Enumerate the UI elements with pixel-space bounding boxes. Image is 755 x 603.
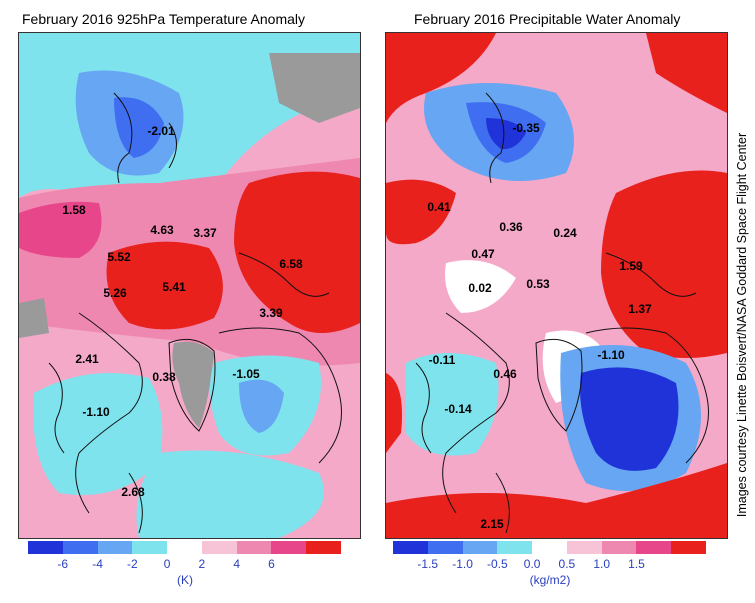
colorbar-segment bbox=[167, 541, 202, 554]
colorbar-tick-label: -0.5 bbox=[486, 557, 508, 571]
right-map-title: February 2016 Precipitable Water Anomaly bbox=[414, 11, 681, 27]
colorbar-tick-label: 0.0 bbox=[523, 557, 541, 571]
anomaly-value: 0.53 bbox=[526, 277, 550, 291]
anomaly-value: -0.14 bbox=[444, 402, 472, 416]
anomaly-value: 2.41 bbox=[75, 352, 99, 366]
image-credit-text: Images courtesy Linette Boisvert/NASA Go… bbox=[735, 132, 749, 518]
colorbar-segment bbox=[62, 541, 98, 554]
precipitable-water-anomaly-map: -0.35 0.41 0.36 0.24 0.47 1.59 0.02 0.53… bbox=[385, 32, 728, 539]
anomaly-value: 0.46 bbox=[493, 367, 517, 381]
anomaly-value: 3.37 bbox=[193, 226, 217, 240]
anomaly-value: 2.15 bbox=[480, 517, 504, 531]
colorbar-segment bbox=[566, 541, 602, 554]
colorbar-tick-label: -6 bbox=[57, 557, 69, 571]
colorbar-segment bbox=[532, 541, 567, 554]
colorbar-segment bbox=[601, 541, 637, 554]
colorbar-segment bbox=[497, 541, 533, 554]
colorbar-tick-label: 0.5 bbox=[558, 557, 576, 571]
anomaly-value: 3.39 bbox=[259, 306, 283, 320]
colorbar-tick-label: -2 bbox=[126, 557, 138, 571]
anomaly-value: 0.02 bbox=[468, 281, 492, 295]
colorbar-segment bbox=[671, 541, 707, 554]
colorbar-segment bbox=[201, 541, 237, 554]
image-credit: Images courtesy Linette Boisvert/NASA Go… bbox=[731, 80, 753, 570]
colorbar-segment bbox=[132, 541, 168, 554]
colorbar-tick-label: -4 bbox=[92, 557, 103, 571]
colorbar-tick-label: 4 bbox=[233, 557, 240, 571]
colorbar-segment bbox=[393, 541, 428, 554]
colorbar-tick-label: 1.0 bbox=[593, 557, 610, 571]
anomaly-value: -0.11 bbox=[428, 353, 456, 367]
anomaly-value: 0.47 bbox=[471, 247, 495, 261]
colorbar-segment bbox=[28, 541, 63, 554]
temperature-colorbar bbox=[28, 541, 342, 554]
anomaly-value: 2.68 bbox=[121, 485, 145, 499]
anomaly-value: -2.01 bbox=[147, 124, 175, 138]
anomaly-value: -1.10 bbox=[597, 348, 625, 362]
anomaly-value: 0.36 bbox=[499, 220, 523, 234]
temperature-unit-label: (K) bbox=[177, 573, 193, 587]
colorbar-segment bbox=[462, 541, 498, 554]
colorbar-tick-label: -1.5 bbox=[417, 557, 439, 571]
anomaly-value: 0.41 bbox=[427, 200, 451, 214]
temperature-anomaly-map: -2.01 1.58 4.63 3.37 5.52 6.58 5.26 5.41… bbox=[18, 32, 361, 539]
colorbar-segment bbox=[636, 541, 672, 554]
precipitable-water-colorbar-ticks: -1.5 -1.0 -0.5 0.0 0.5 1.0 1.5 bbox=[393, 557, 706, 573]
anomaly-value: 6.58 bbox=[279, 257, 303, 271]
anomaly-value: 5.26 bbox=[103, 286, 127, 300]
colorbar-tick-label: -1.0 bbox=[452, 557, 473, 571]
anomaly-value: 5.41 bbox=[162, 280, 186, 294]
colorbar-tick-label: 1.5 bbox=[628, 557, 645, 571]
colorbar-tick-label: 0 bbox=[163, 557, 171, 571]
anomaly-value: 5.52 bbox=[107, 250, 131, 264]
anomaly-value: 1.58 bbox=[62, 203, 86, 217]
colorbar-tick-label: 6 bbox=[268, 557, 275, 571]
anomaly-value: 0.24 bbox=[553, 226, 577, 240]
anomaly-value: 1.59 bbox=[619, 259, 643, 273]
anomaly-value: 0.38 bbox=[152, 370, 176, 384]
anomaly-value: -1.05 bbox=[232, 367, 260, 381]
colorbar-segment bbox=[427, 541, 463, 554]
temperature-colorbar-ticks: -6 -4 -2 0 2 4 6 bbox=[28, 557, 341, 573]
precipitable-water-colorbar bbox=[393, 541, 707, 554]
left-map-title: February 2016 925hPa Temperature Anomaly bbox=[22, 11, 306, 27]
anomaly-value: 4.63 bbox=[150, 223, 174, 237]
colorbar-segment bbox=[271, 541, 307, 554]
anomaly-value: -1.10 bbox=[82, 405, 110, 419]
colorbar-segment bbox=[236, 541, 272, 554]
anomaly-value: 1.37 bbox=[628, 302, 652, 316]
anomaly-value: -0.35 bbox=[512, 121, 540, 135]
colorbar-segment bbox=[306, 541, 342, 554]
precipitable-water-unit-label: (kg/m2) bbox=[529, 573, 571, 587]
colorbar-segment bbox=[97, 541, 133, 554]
colorbar-tick-label: 2 bbox=[198, 557, 206, 571]
